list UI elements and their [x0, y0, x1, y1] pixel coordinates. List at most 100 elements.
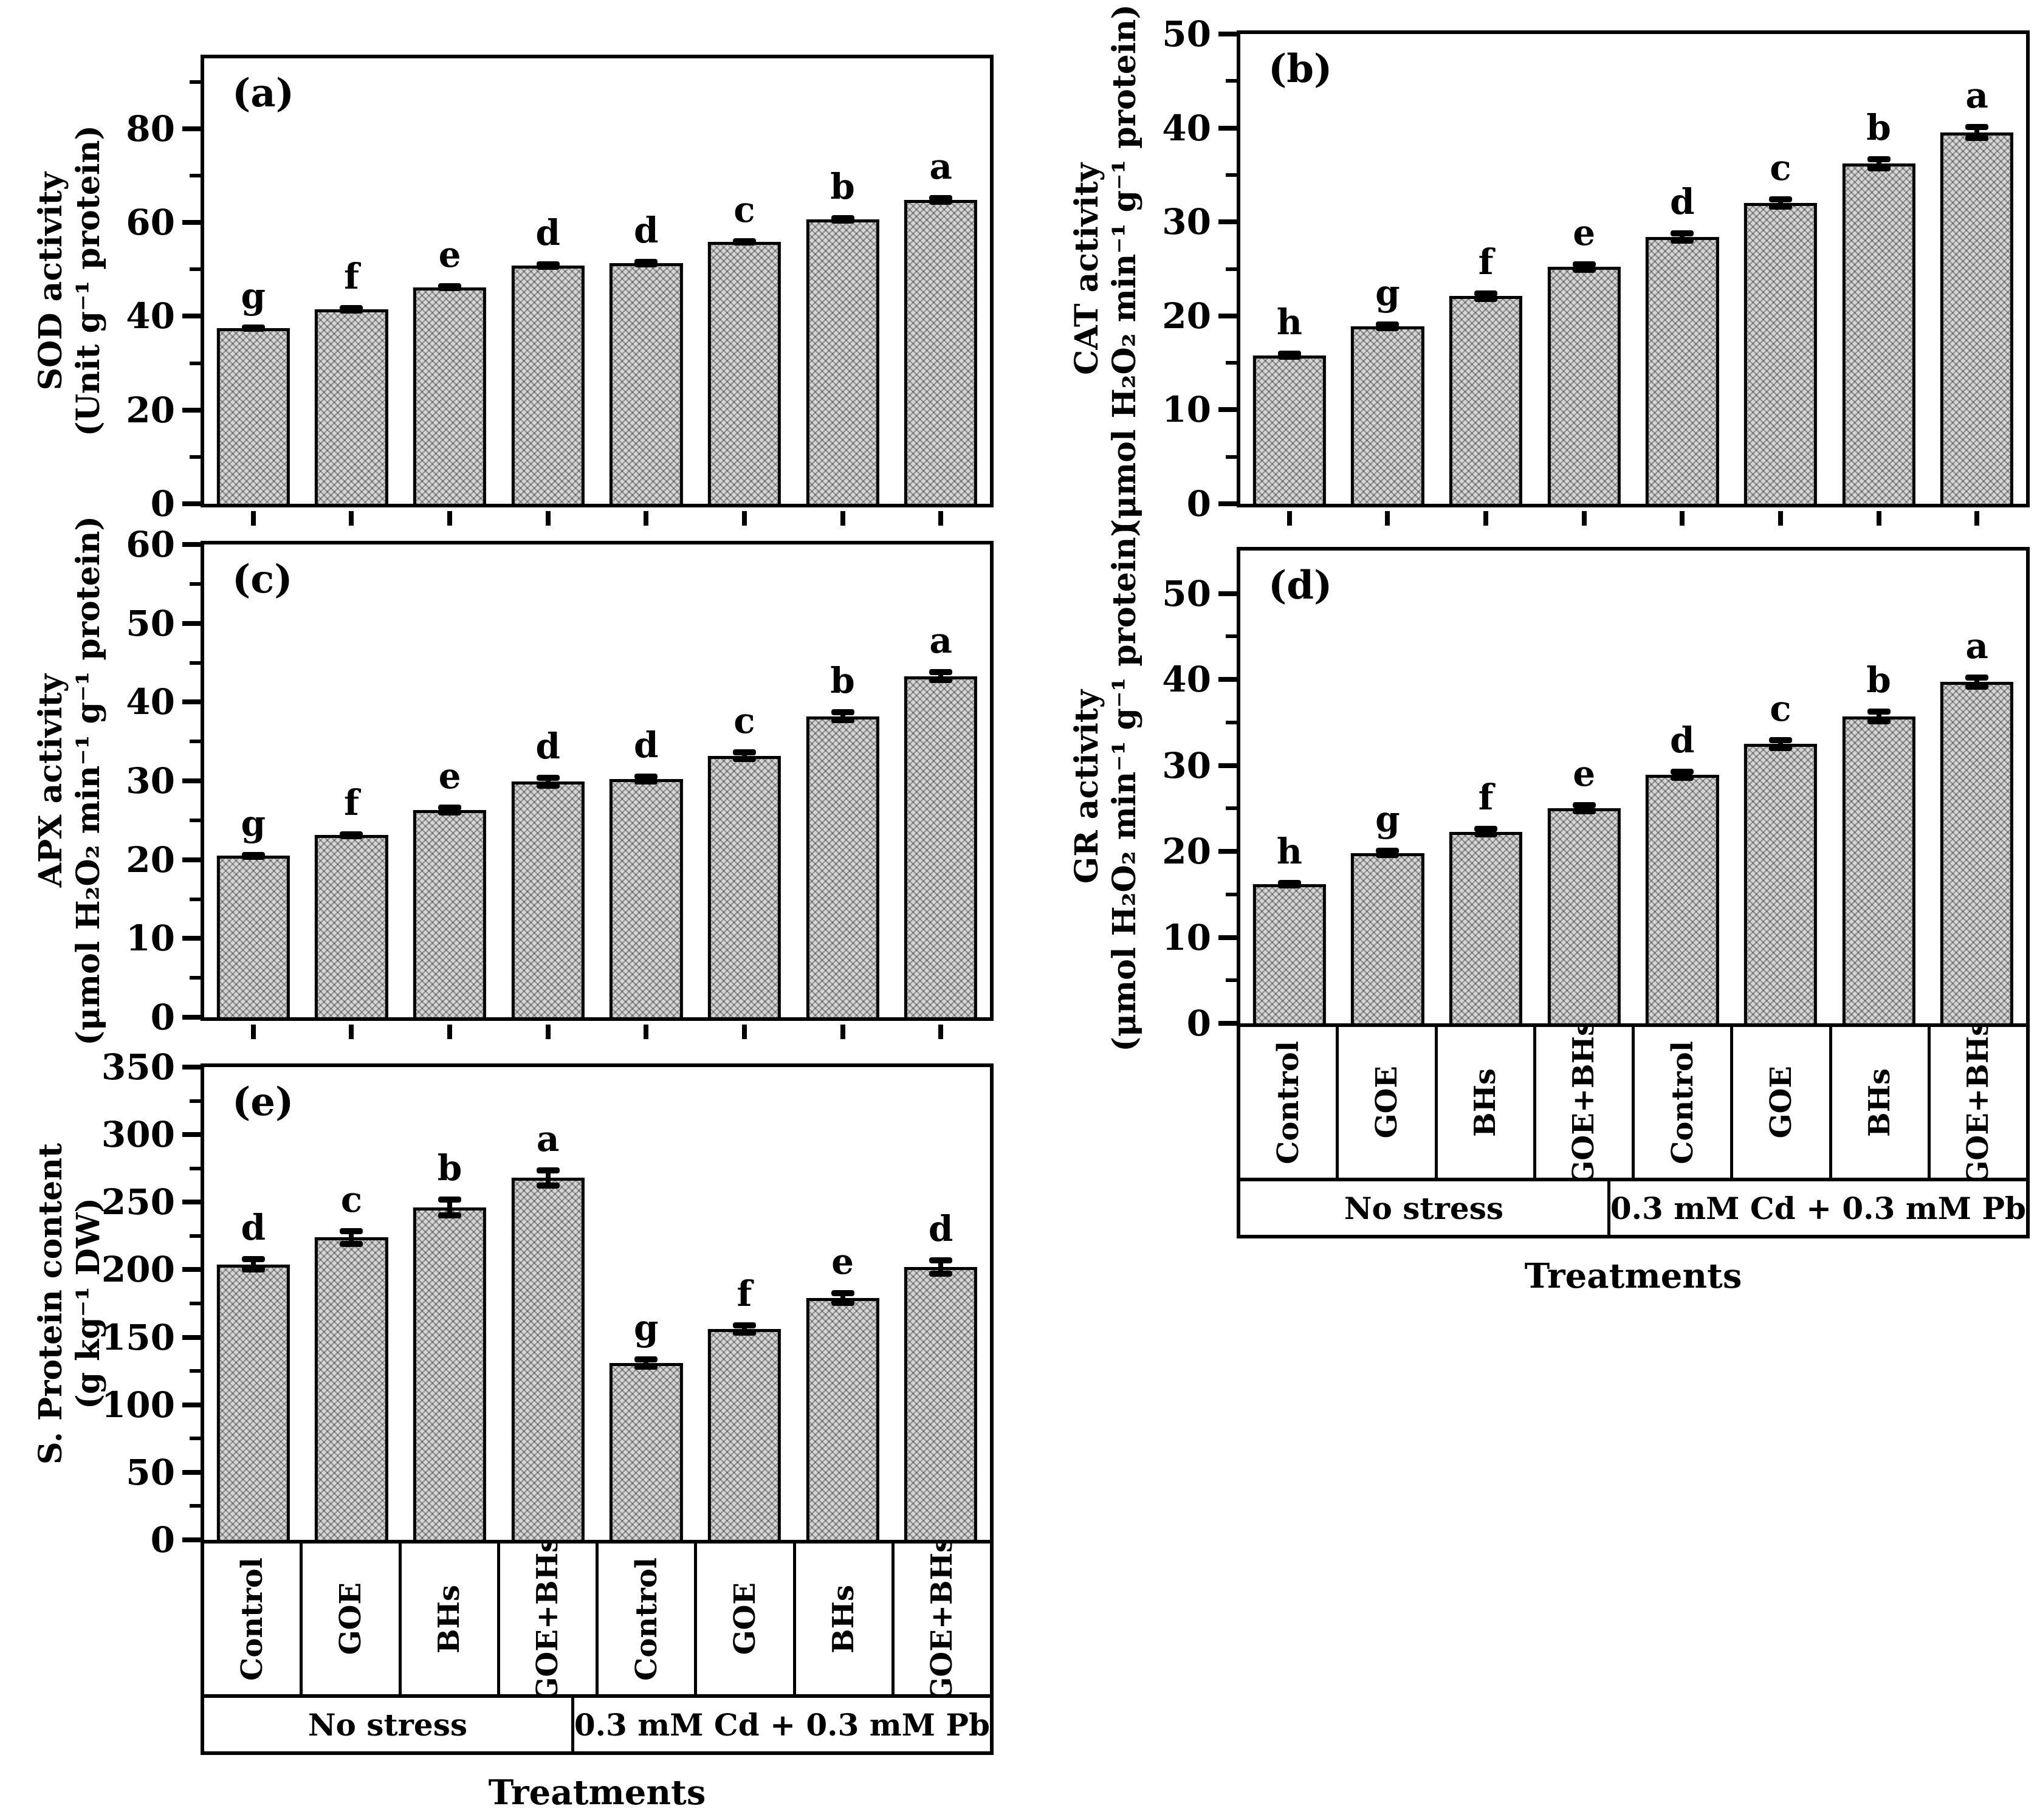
y-minor-tick [190, 897, 201, 901]
error-cap-bottom [241, 325, 265, 332]
error-bar [732, 1322, 756, 1336]
error-cap-bottom [1768, 744, 1792, 751]
error-cap-bottom [634, 1363, 658, 1370]
significance-letter: d [634, 210, 659, 252]
panel-label: (d) [1268, 563, 1333, 608]
bar-control [216, 328, 290, 504]
error-cap-bottom [1474, 295, 1498, 302]
error-stem [644, 1356, 649, 1370]
error-cap-bottom [831, 1300, 854, 1307]
significance-letter: b [1866, 106, 1891, 148]
plot-area: (d) 0 10 20 30 40 50 h g f e d c b a [1162, 547, 2030, 1041]
error-stem [1778, 196, 1783, 210]
x-tick [741, 511, 747, 526]
error-cap-bottom [1376, 852, 1400, 859]
error-bar [1277, 879, 1301, 888]
x-tick [1778, 511, 1783, 526]
error-cap-bottom [831, 717, 854, 724]
y-major-tick [182, 778, 201, 783]
error-cap-bottom [634, 778, 658, 785]
category-label: BHs [826, 1584, 861, 1653]
bar-goe-bhs [511, 266, 585, 504]
error-bar [1965, 124, 1989, 142]
significance-letter: b [830, 165, 855, 207]
error-bar [1671, 769, 1694, 781]
y-tick-label: 20 [126, 839, 175, 881]
bar-goe [1743, 744, 1818, 1023]
y-tick-label: 300 [101, 1114, 175, 1156]
y-major-tick [182, 542, 201, 547]
plot-area: (c) 0 10 20 30 40 50 60 g f e d d c b a [126, 527, 994, 1039]
y-major-tick [1218, 677, 1237, 682]
y-tick-label: 40 [1162, 659, 1211, 701]
category-label: Control [629, 1557, 664, 1681]
y-axis-label: APX activity (μmol H₂O₂ min⁻¹ g⁻¹ protein… [24, 516, 115, 1046]
category-cell: GOE [1733, 1027, 1832, 1178]
error-cap-bottom [1474, 831, 1498, 838]
y-axis-units: (μmol H₂O₂ min⁻¹ g⁻¹ protein) [1106, 522, 1143, 1052]
error-bar [1867, 156, 1891, 171]
category-label: GOE+BHs [1961, 1019, 1996, 1186]
error-cap-bottom [340, 307, 363, 314]
error-cap-bottom [732, 1330, 756, 1336]
significance-letter: d [1670, 181, 1695, 223]
error-bar [241, 851, 265, 860]
significance-letter: a [536, 1118, 560, 1159]
error-bar [929, 1257, 953, 1277]
x-axis-title: Treatments [1524, 1256, 1742, 1296]
y-tick-label: 150 [101, 1316, 175, 1358]
y-minor-tick [190, 582, 201, 586]
category-cell: GOE [1339, 1027, 1438, 1178]
x-tick [644, 1025, 649, 1039]
x-tick [1286, 511, 1292, 526]
significance-letter: g [1375, 798, 1400, 840]
y-major-tick [182, 1132, 201, 1138]
panel-label: (b) [1268, 46, 1333, 92]
y-minor-tick [190, 740, 201, 744]
panel-label: (c) [232, 557, 293, 602]
group-cell: No stress [1240, 1181, 1610, 1235]
significance-letter: b [1866, 659, 1891, 701]
error-stem [545, 1167, 551, 1189]
category-label: Control [1665, 1040, 1700, 1164]
category-label: BHs [432, 1584, 467, 1653]
y-major-tick [182, 407, 201, 413]
chart-gr-activity: GR activity (μmol H₂O₂ min⁻¹ g⁻¹ protein)… [1060, 522, 2037, 1303]
y-major-tick [1218, 591, 1237, 596]
significance-letter: e [831, 1240, 854, 1282]
category-label: GOE [333, 1582, 368, 1655]
group-cell: No stress [204, 1698, 574, 1751]
x-tick [1680, 511, 1685, 526]
error-cap-bottom [1671, 237, 1694, 244]
error-cap-bottom [831, 217, 854, 224]
y-minor-tick [1226, 978, 1237, 983]
category-cell: BHs [402, 1544, 500, 1694]
error-stem [1876, 709, 1881, 724]
group-table: No stress 0.3 mM Cd + 0.3 mM Pb [1237, 1178, 2030, 1238]
error-bar [1572, 261, 1596, 273]
y-axis-units: (g kg⁻¹ DW) [70, 1198, 107, 1409]
y-major-tick [1218, 32, 1237, 36]
error-bar [634, 259, 658, 268]
y-major-tick [182, 1065, 201, 1070]
bar-goe [707, 755, 781, 1017]
error-stem [1778, 737, 1783, 751]
y-tick-label: 60 [126, 202, 175, 244]
error-bar [831, 709, 854, 724]
significance-letter: d [634, 724, 659, 766]
bar-bhs [806, 716, 879, 1017]
x-tick [938, 511, 944, 526]
error-bar [929, 195, 953, 205]
error-stem [741, 1322, 747, 1336]
y-tick-label: 200 [101, 1249, 175, 1291]
y-minor-tick [190, 1234, 201, 1238]
category-cell: GOE+BHs [500, 1536, 599, 1702]
y-minor-tick [190, 455, 201, 459]
error-bar [1277, 351, 1301, 360]
error-bar [536, 261, 560, 270]
y-axis-title: CAT activity [1068, 162, 1105, 376]
bar-control [610, 779, 683, 1017]
x-tick [644, 511, 649, 526]
bar-bhs [1449, 296, 1523, 504]
significance-letter: f [343, 782, 359, 823]
